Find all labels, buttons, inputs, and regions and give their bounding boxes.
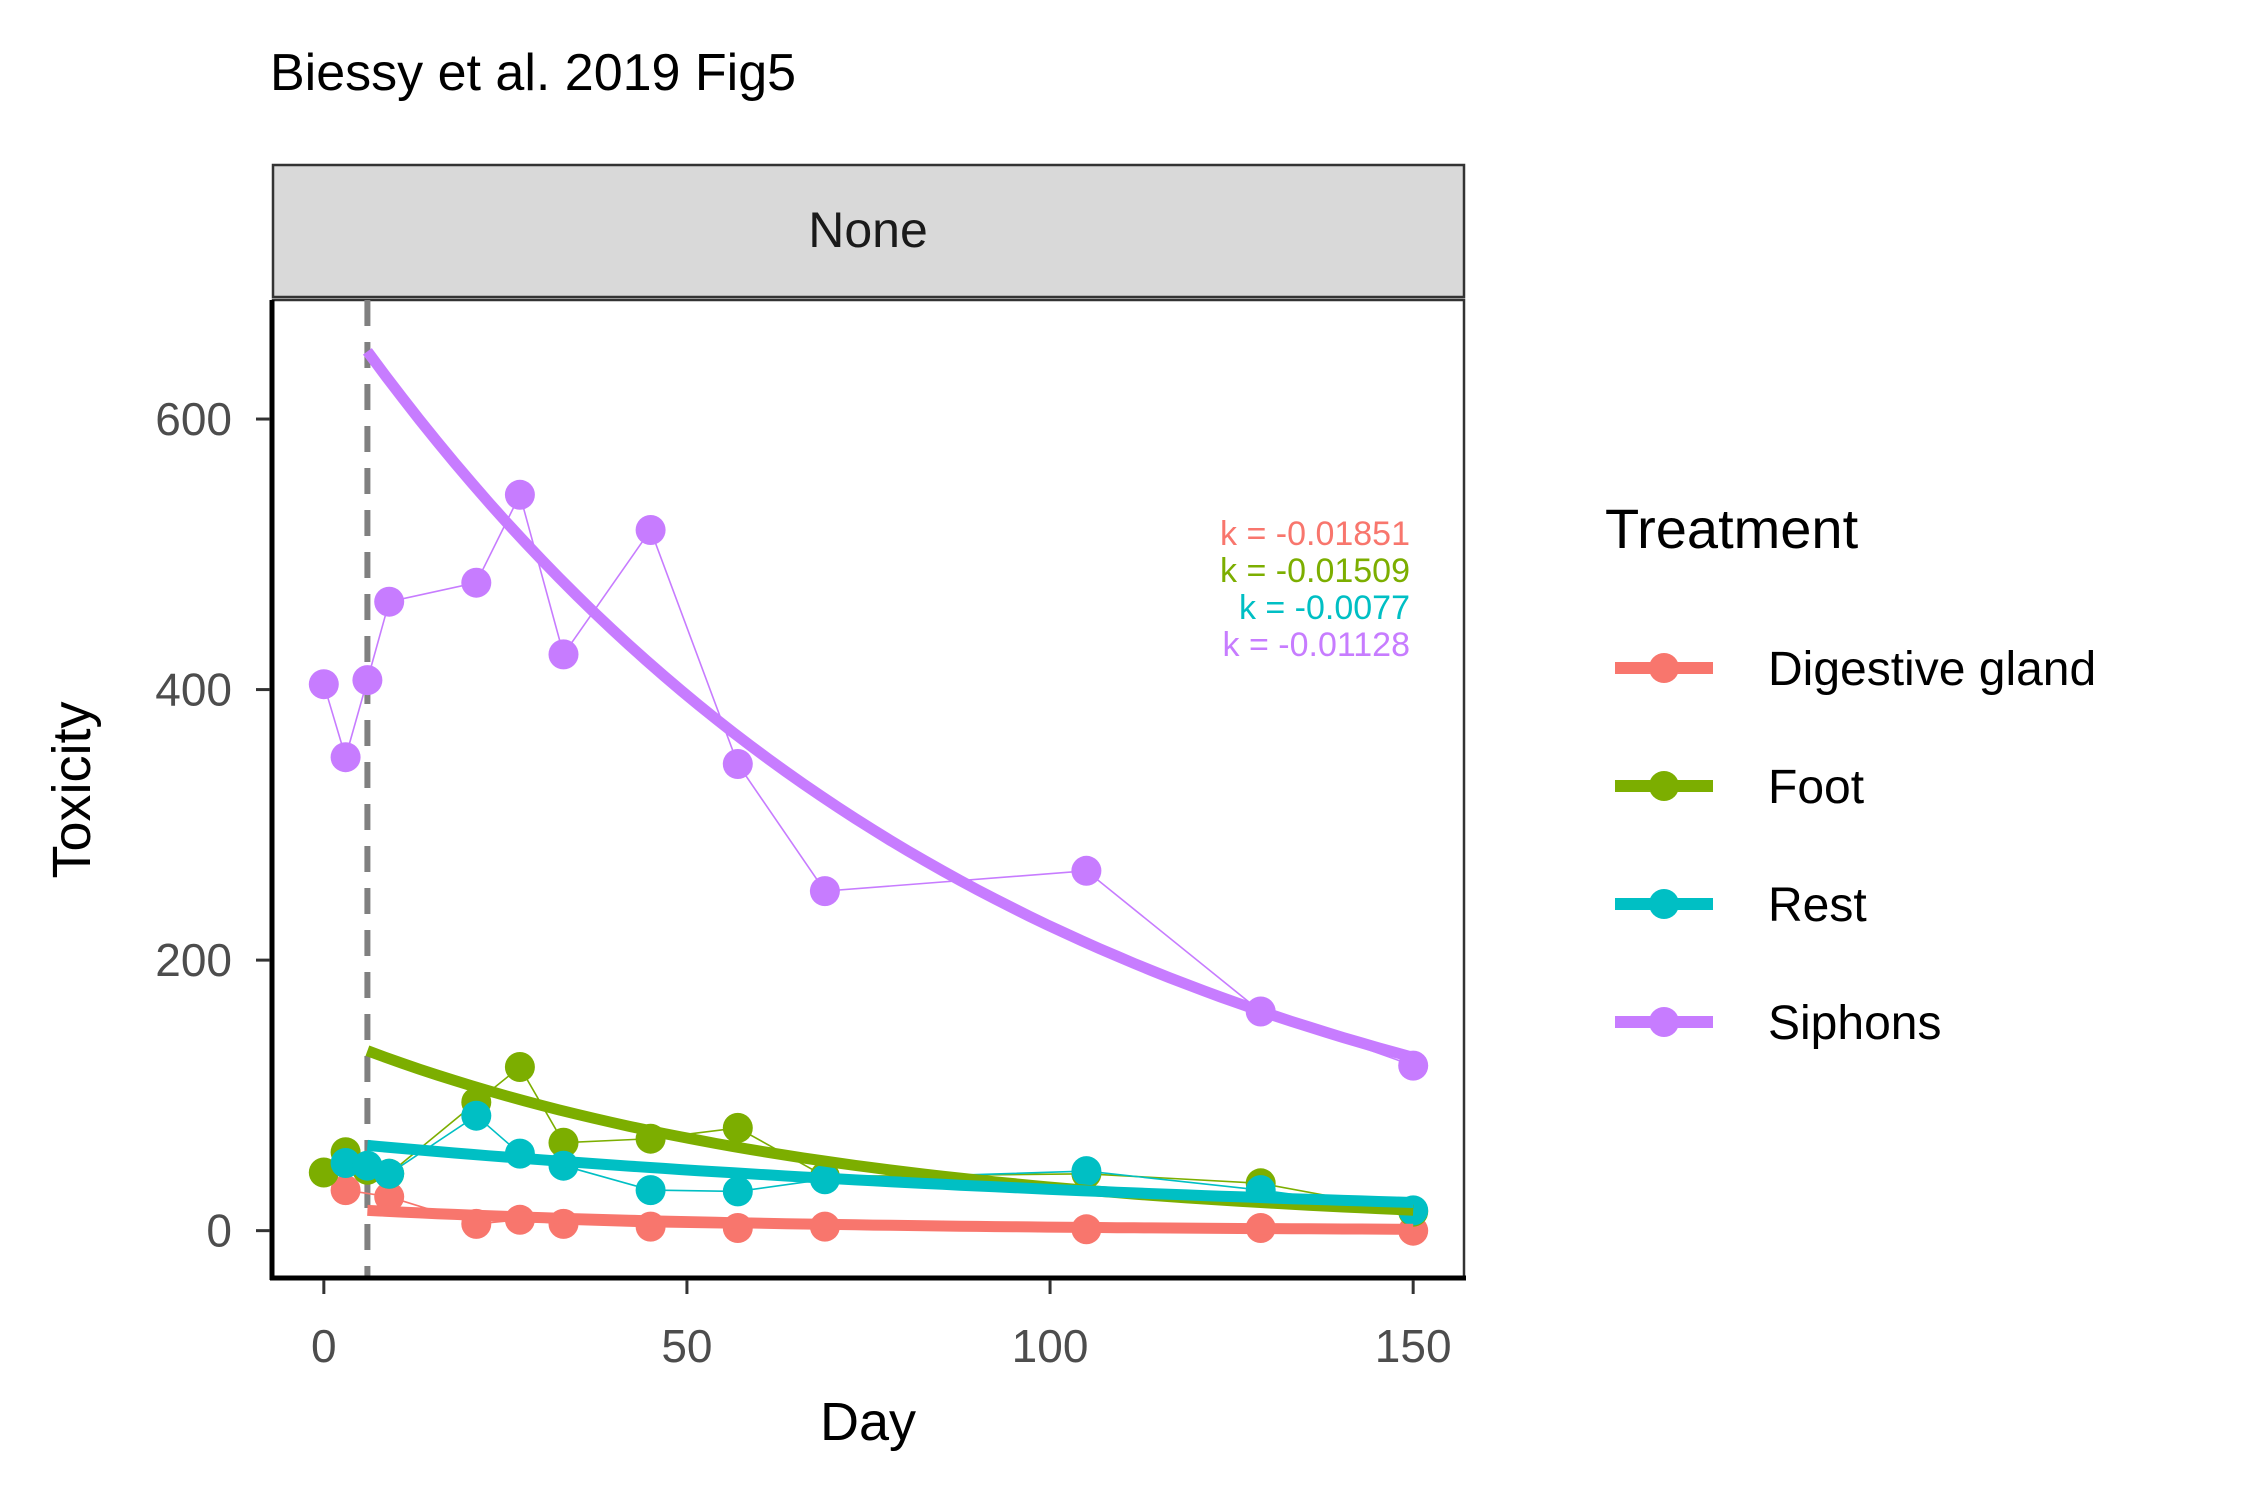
data-point — [1071, 1156, 1102, 1187]
x-tick-label: 0 — [311, 1320, 337, 1372]
data-point — [330, 1175, 361, 1206]
data-point — [635, 515, 666, 545]
legend: Treatment Digestive gland Foot Rest Siphons — [1605, 497, 2096, 1050]
legend-label: Foot — [1768, 761, 1864, 814]
data-point — [374, 1181, 405, 1212]
legend-label: Siphons — [1768, 997, 1941, 1050]
data-point — [461, 567, 492, 598]
x-tick-label: 150 — [1375, 1320, 1452, 1372]
chart-title: Biessy et al. 2019 Fig5 — [270, 44, 796, 102]
k-annotation-0: k = -0.01851 — [1220, 515, 1410, 553]
data-point — [504, 479, 535, 510]
fit-curve-3 — [362, 348, 1415, 1063]
data-point — [330, 1148, 361, 1178]
legend-label: Rest — [1768, 879, 1867, 932]
data-point — [1071, 855, 1102, 886]
data-point — [722, 749, 753, 779]
x-axis-label: Day — [820, 1392, 916, 1452]
data-point — [308, 669, 339, 700]
data-point — [374, 586, 405, 617]
k-annotation-3: k = -0.01128 — [1223, 626, 1410, 664]
data-point — [374, 1158, 405, 1189]
fit-curve-0 — [367, 1204, 1414, 1235]
legend-title: Treatment — [1605, 497, 1859, 560]
x-tick-label: 100 — [1012, 1320, 1089, 1372]
data-point — [461, 1100, 492, 1131]
data-point — [548, 639, 579, 670]
legend-label: Digestive gland — [1768, 643, 2096, 696]
k-annotation-2: k = -0.0077 — [1239, 589, 1410, 627]
data-point — [722, 1176, 753, 1207]
fit-curve-2 — [366, 1139, 1414, 1208]
data-point — [722, 1112, 753, 1143]
x-tick-label: 50 — [661, 1320, 712, 1372]
facet-strip — [271, 163, 1466, 299]
data-point — [330, 742, 361, 773]
legend-swatch-point — [1649, 1007, 1679, 1037]
legend-swatch-point — [1649, 889, 1679, 919]
data-point — [809, 876, 840, 907]
y-tick-label: 0 — [206, 1205, 232, 1257]
y-tick-label: 400 — [155, 664, 232, 716]
k-annotation-1: k = -0.01509 — [1220, 552, 1410, 590]
y-tick-label: 600 — [155, 393, 232, 445]
data-point — [548, 1127, 579, 1158]
y-axis-label: Toxicity — [42, 701, 102, 878]
data-point — [352, 665, 383, 696]
facet-label: None — [808, 202, 928, 258]
y-tick-label: 200 — [155, 934, 232, 986]
legend-swatch-point — [1649, 771, 1679, 801]
data-point — [504, 1052, 535, 1082]
data-point — [635, 1175, 666, 1206]
legend-swatch-point — [1649, 653, 1679, 683]
